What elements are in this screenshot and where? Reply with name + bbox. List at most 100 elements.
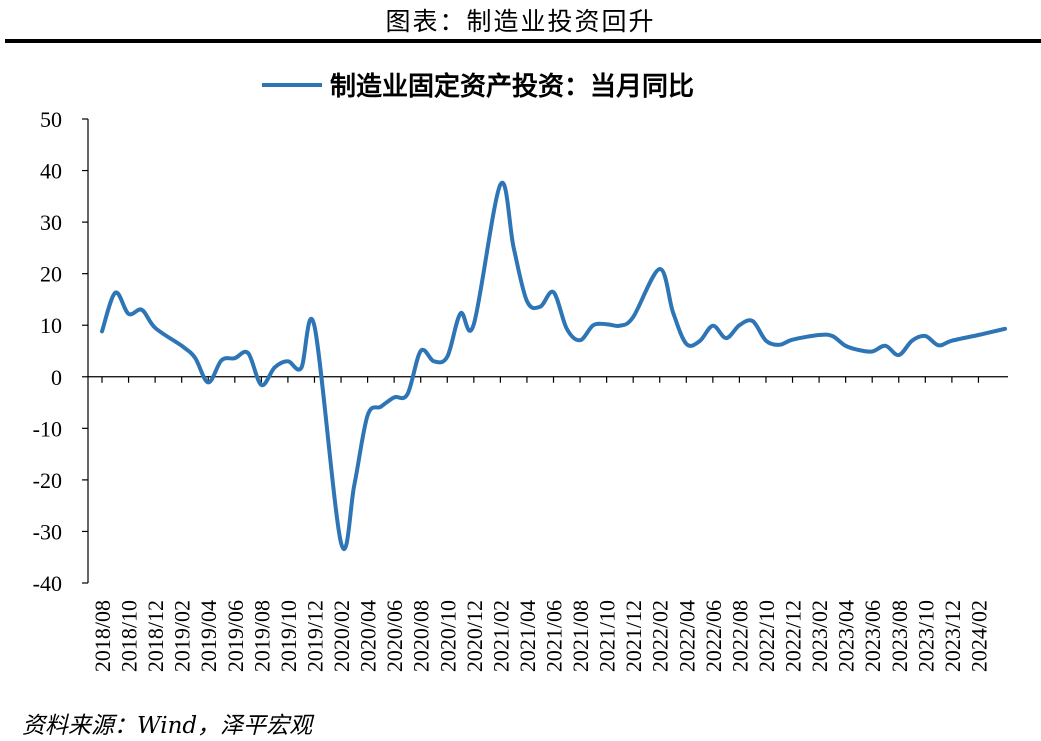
data-point [392, 395, 396, 399]
data-point [339, 541, 343, 545]
y-tick-label: 30 [40, 210, 62, 235]
x-tick-label: 2023/12 [940, 600, 965, 672]
data-point [857, 348, 861, 352]
y-tick-label: -30 [33, 519, 62, 544]
data-point [737, 323, 741, 327]
data-point [472, 322, 476, 326]
data-point [671, 310, 675, 314]
y-tick-label: 10 [40, 313, 62, 338]
y-axis: 50 40 30 20 10 0 -10 -20 -30 -40 [33, 107, 89, 596]
data-point [698, 339, 702, 343]
data-point [313, 324, 317, 328]
data-point [565, 327, 569, 331]
x-tick-label: 2019/08 [249, 600, 274, 672]
x-tick-label: 2020/08 [409, 600, 434, 672]
x-tick-label: 2019/04 [196, 600, 221, 672]
data-point [552, 290, 556, 294]
data-point [419, 349, 423, 353]
x-tick-label: 2022/02 [648, 600, 673, 672]
figure-title: 图表：制造业投资回升 [385, 7, 656, 36]
title-rule [5, 39, 1041, 43]
legend-label: 制造业固定资产投资：当月同比 [330, 71, 694, 102]
x-tick-label: 2021/10 [595, 600, 620, 672]
data-point [299, 366, 303, 370]
x-tick-label: 2018/08 [90, 600, 115, 672]
data-point [246, 351, 250, 355]
series-line [100, 180, 1007, 552]
data-point [684, 342, 688, 346]
data-point [764, 339, 768, 343]
x-tick-label: 2020/10 [435, 600, 460, 672]
x-tick-label: 2020/04 [356, 600, 381, 672]
data-point [711, 324, 715, 328]
x-tick-label: 2023/10 [913, 600, 938, 672]
data-point [937, 343, 941, 347]
data-point [1003, 327, 1007, 331]
data-point [180, 344, 184, 348]
data-point [605, 322, 609, 326]
data-point [459, 311, 463, 315]
x-tick-label: 2019/02 [170, 600, 195, 672]
y-tick-label: -40 [33, 571, 62, 596]
data-point [658, 267, 662, 271]
x-tick-label: 2018/12 [143, 600, 168, 672]
data-point [512, 246, 516, 250]
data-point [352, 483, 356, 487]
x-tick-label: 2023/08 [887, 600, 912, 672]
x-tick-label: 2019/12 [302, 600, 327, 672]
data-point [286, 359, 290, 363]
data-point [591, 323, 595, 327]
data-point [233, 356, 237, 360]
x-tick-label: 2023/04 [834, 600, 859, 672]
data-point [751, 319, 755, 323]
data-point [618, 324, 622, 328]
data-point [525, 299, 529, 303]
x-tick-label: 2023/06 [860, 600, 885, 672]
x-tick-label: 2021/06 [542, 600, 567, 672]
data-point [990, 330, 994, 334]
data-point [578, 338, 582, 342]
x-tick-label: 2024/02 [966, 600, 991, 672]
data-point [777, 343, 781, 347]
data-point [273, 366, 277, 370]
chart-legend: 制造业固定资产投资：当月同比 [262, 71, 694, 102]
data-point [631, 315, 635, 319]
data-point [538, 305, 542, 309]
data-point [220, 358, 224, 362]
y-tick-label: 40 [40, 159, 62, 184]
data-point [405, 392, 409, 396]
x-tick-label: 2022/08 [727, 600, 752, 672]
y-tick-label: 20 [40, 262, 62, 287]
x-tick-label: 2022/06 [701, 600, 726, 672]
data-point [259, 383, 263, 387]
x-tick-label: 2018/10 [117, 600, 142, 672]
data-point [870, 350, 874, 354]
x-tick-label: 2022/12 [781, 600, 806, 672]
data-point [884, 344, 888, 348]
x-tick-label: 2021/08 [568, 600, 593, 672]
y-tick-label: -20 [33, 468, 62, 493]
data-point [379, 405, 383, 409]
data-point [844, 344, 848, 348]
data-point [910, 339, 914, 343]
x-tick-label: 2021/02 [488, 600, 513, 672]
x-tick-label: 2019/10 [276, 600, 301, 672]
data-point [897, 353, 901, 357]
y-tick-label: -10 [33, 416, 62, 441]
series-group [100, 180, 1007, 552]
x-axis: 2018/08 2018/10 2018/12 2019/02 2019/04 2019/… [88, 376, 1008, 672]
data-point [817, 333, 821, 337]
y-tick-label: 0 [51, 365, 62, 390]
x-tick-label: 2020/06 [382, 600, 407, 672]
x-tick-label: 2022/10 [754, 600, 779, 672]
data-point [140, 308, 144, 312]
data-point [193, 356, 197, 360]
data-point [830, 334, 834, 338]
data-point [432, 359, 436, 363]
x-tick-label: 2021/04 [515, 600, 540, 672]
data-point [724, 336, 728, 340]
data-point [113, 291, 117, 295]
data-point [923, 334, 927, 338]
x-tick-label: 2020/12 [462, 600, 487, 672]
